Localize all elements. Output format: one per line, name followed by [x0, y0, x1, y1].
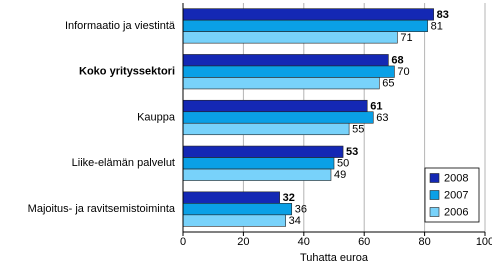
bar	[182, 168, 332, 181]
bar	[182, 31, 398, 44]
x-tick-label: 20	[237, 236, 249, 248]
legend-label: 2007	[444, 189, 468, 201]
x-tick-label: 60	[358, 236, 370, 248]
y-tick-label: Informaatio ja viestintä	[65, 20, 176, 32]
x-axis-label: Tuhatta euroa	[300, 252, 369, 264]
bar	[182, 19, 428, 32]
legend-label: 2006	[444, 206, 468, 218]
x-tick-label: 100	[476, 236, 492, 248]
x-tick-label: 40	[298, 236, 310, 248]
bar	[182, 203, 293, 216]
legend-swatch	[429, 207, 440, 217]
bar	[182, 8, 434, 21]
bar	[182, 99, 368, 113]
value-label: 68	[391, 55, 403, 67]
value-label: 71	[400, 32, 412, 44]
value-label: 49	[334, 169, 346, 181]
bar	[182, 145, 344, 158]
value-label: 34	[289, 215, 301, 227]
bar	[182, 157, 335, 170]
legend-swatch	[429, 190, 440, 200]
value-label: 65	[382, 78, 394, 90]
bar	[182, 54, 389, 67]
value-label: 55	[352, 123, 364, 135]
bar	[182, 65, 395, 78]
y-tick-label: Kauppa	[137, 111, 176, 123]
x-tick-label: 0	[180, 236, 186, 248]
bar	[182, 191, 280, 204]
bar	[182, 111, 374, 124]
value-label: 50	[337, 158, 349, 170]
bar	[182, 122, 350, 136]
legend-swatch	[429, 173, 440, 183]
bar	[182, 77, 380, 90]
legend-label: 2008	[444, 172, 468, 184]
value-label: 32	[283, 192, 295, 204]
value-label: 36	[295, 204, 307, 216]
y-tick-label: Liike-elämän palvelut	[72, 157, 175, 169]
value-label: 63	[376, 112, 388, 124]
value-label: 53	[346, 146, 358, 158]
value-label: 83	[437, 9, 449, 21]
x-tick-label: 80	[418, 236, 430, 248]
y-tick-label: Koko yrityssektori	[79, 66, 175, 78]
value-label: 70	[397, 66, 409, 78]
bar	[182, 214, 286, 227]
value-label: 81	[431, 20, 443, 32]
value-label: 61	[370, 100, 382, 112]
y-tick-label: Majoitus- ja ravitsemistoiminta	[28, 203, 176, 215]
